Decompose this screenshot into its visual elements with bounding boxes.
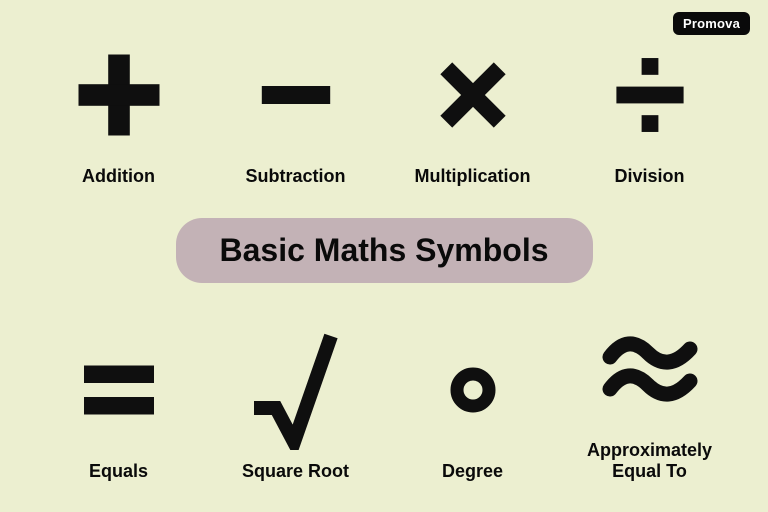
label-addition: Addition (82, 166, 155, 187)
row-bottom: Equals Square Root Degree Approximately … (30, 314, 738, 482)
cell-square-root: Square Root (211, 335, 381, 482)
cell-equals: Equals (34, 335, 204, 482)
divide-icon (608, 40, 692, 150)
brand-badge: Promova (673, 12, 750, 35)
cell-subtraction: Subtraction (211, 40, 381, 187)
label-multiplication: Multiplication (415, 166, 531, 187)
cell-addition: Addition (34, 40, 204, 187)
label-approx: Approximately Equal To (565, 440, 735, 482)
row-top: Addition Subtraction Multiplication (30, 40, 738, 187)
degree-icon (443, 335, 503, 445)
label-division: Division (614, 166, 684, 187)
label-equals: Equals (89, 461, 148, 482)
approx-icon (600, 314, 700, 424)
label-degree: Degree (442, 461, 503, 482)
page-title: Basic Maths Symbols (176, 218, 593, 283)
cell-approx: Approximately Equal To (565, 314, 735, 482)
square-root-icon (246, 335, 346, 445)
equals-icon (74, 335, 164, 445)
label-square-root: Square Root (242, 461, 349, 482)
minus-icon (251, 40, 341, 150)
label-subtraction: Subtraction (245, 166, 345, 187)
cell-division: Division (565, 40, 735, 187)
multiply-icon (431, 40, 515, 150)
cell-degree: Degree (388, 335, 558, 482)
title-container: Basic Maths Symbols (30, 218, 738, 283)
cell-multiplication: Multiplication (388, 40, 558, 187)
plus-icon (74, 40, 164, 150)
